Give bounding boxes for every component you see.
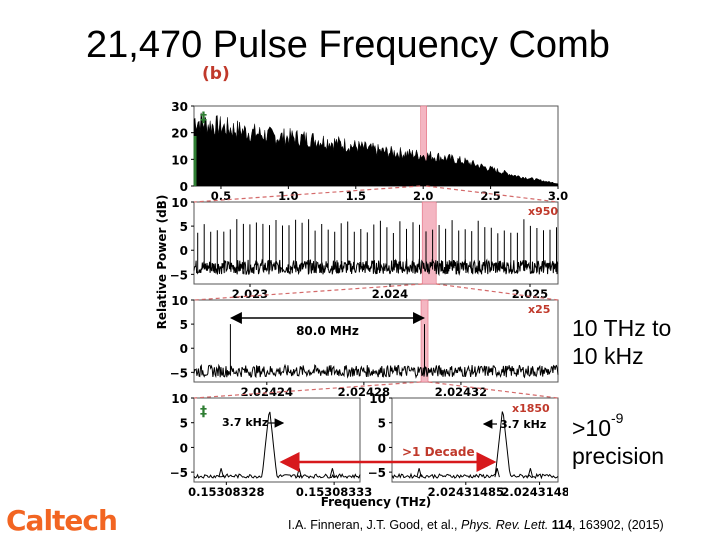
panel-label: (b) [202,64,230,84]
panel-4a-linewidth-label: 3.7 kHz [222,416,268,429]
p1-xtick-label: 2.5 [480,189,500,203]
p3-xtick-label: 2.02424 [241,385,293,399]
range-text: 10 THz to 10 kHz [572,314,671,370]
range-line-1: 10 THz to [572,315,672,341]
p4b-ytick-label: 0 [378,441,386,455]
p4a-ytick-label: 0 [180,441,188,455]
panel-2-annotation: x950 [528,205,558,218]
p1-xtick-label: 1.0 [278,189,298,203]
p1-xtick-label: 0.5 [211,189,231,203]
p3-ytick-label: 0 [180,342,188,356]
p3-ytick-label: 5 [180,318,188,332]
precision-word: precision [572,443,665,470]
p1-xtick-label: 3.0 [548,189,568,203]
decade-label: >1 Decade [402,445,475,459]
p4b-ytick-label: 10 [369,392,386,406]
p3-xtick-label: 2.02432 [435,385,487,399]
panel-2-spectrum [193,219,559,277]
x-axis-label: Frequency (THz) [321,495,432,509]
p2-ytick-label: 5 [180,220,188,234]
citation-volume: 114 [551,518,572,532]
p1-ytick-label: 30 [171,100,188,114]
citation-authors: I.A. Finneran, J.T. Good, et al., [288,518,461,532]
p2-ytick-label: 10 [171,196,188,210]
panel-4a-frame [193,397,361,483]
panel-4b-annotation: x1850 [512,402,550,415]
p3-ytick-label: −5 [170,366,188,380]
slide-title: 21,470 Pulse Frequency Comb [86,24,610,66]
zoom-connectors [193,185,559,399]
panel-1-marker: ‡ [200,110,207,126]
panel-1-spectrum [193,112,559,187]
panel-4a: ‡ 3.7 kHz 10 5 0 −50.15308328 0.15308333 [170,392,373,499]
zoom-connector-line [193,185,421,203]
p4b-xtick-label: 2.02431485 [428,485,504,499]
panel-4a-marker: ‡ [200,404,207,420]
panel-4b-linewidth-label: 3.7 kHz [500,418,546,431]
precision-exponent: -9 [611,410,624,427]
panel-1: ‡ 30 20 10 0 0.5 1.0 1.5 2.0 2.5 3.0 [171,100,568,203]
p2-ytick-label: 0 [180,244,188,258]
p2-xtick-label: 2.025 [512,287,548,301]
p3-ytick-label: 10 [171,294,188,308]
caltech-logo: Caltech [6,504,118,537]
zoom-connector-line [428,381,559,399]
precision-text: >10-9 precision [572,410,665,470]
p2-ytick-label: −5 [170,268,188,282]
zoom-connector-line [426,185,559,203]
p1-ytick-label: 20 [171,127,188,141]
p4b-xtick-label: 2.02431489 [501,485,568,499]
p4b-ytick-label: −5 [368,466,386,480]
p4a-ytick-label: 10 [171,392,188,406]
p4a-xtick-label: 0.15308328 [188,485,264,499]
p4b-ytick-label: 5 [378,417,386,431]
p4a-ytick-label: −5 [170,466,188,480]
p1-ytick-label: 0 [180,180,188,194]
panel-2: x950 10 5 0 −5 2.023 2.024 2.025 [170,196,559,301]
panel-3: 80.0 MHz x25 10 5 0 −5 2.02424 2.02428 2.02432 [170,294,559,399]
p2-xtick-label: 2.023 [232,287,268,301]
citation: I.A. Finneran, J.T. Good, et al., Phys. … [288,518,664,532]
p1-xtick-label: 2.0 [413,189,433,203]
p1-ytick-label: 10 [171,153,188,167]
panel-4b-frame [391,397,559,483]
zoom-connector-line [193,283,423,301]
citation-journal: Phys. Rev. Lett. [461,518,549,532]
panel-3-frame [193,299,559,383]
range-line-2: 10 kHz [572,343,644,370]
precision-base: >10 [572,415,612,441]
panel-3-spacing-label: 80.0 MHz [296,324,359,338]
p4a-ytick-label: 5 [180,417,188,431]
p1-xtick-label: 1.5 [346,189,366,203]
y-axis-label: Relative Power (dB) [155,195,169,330]
panel-2-frame [193,201,559,285]
p2-xtick-label: 2.024 [372,287,408,301]
spectrum-figure: Relative Power (dB) ‡ 30 20 10 0 0.5 1.0 1.5 2.… [155,100,568,509]
p4a-xtick-label: 0.15308333 [296,485,372,499]
p3-xtick-label: 2.02428 [338,385,390,399]
panel-4a-spectrum [193,411,361,480]
panel-3-spectrum [193,324,559,379]
citation-rest: , 163902, (2015) [571,518,664,532]
zoom-connector-line [193,381,421,399]
panel-3-annotation: x25 [528,303,550,316]
